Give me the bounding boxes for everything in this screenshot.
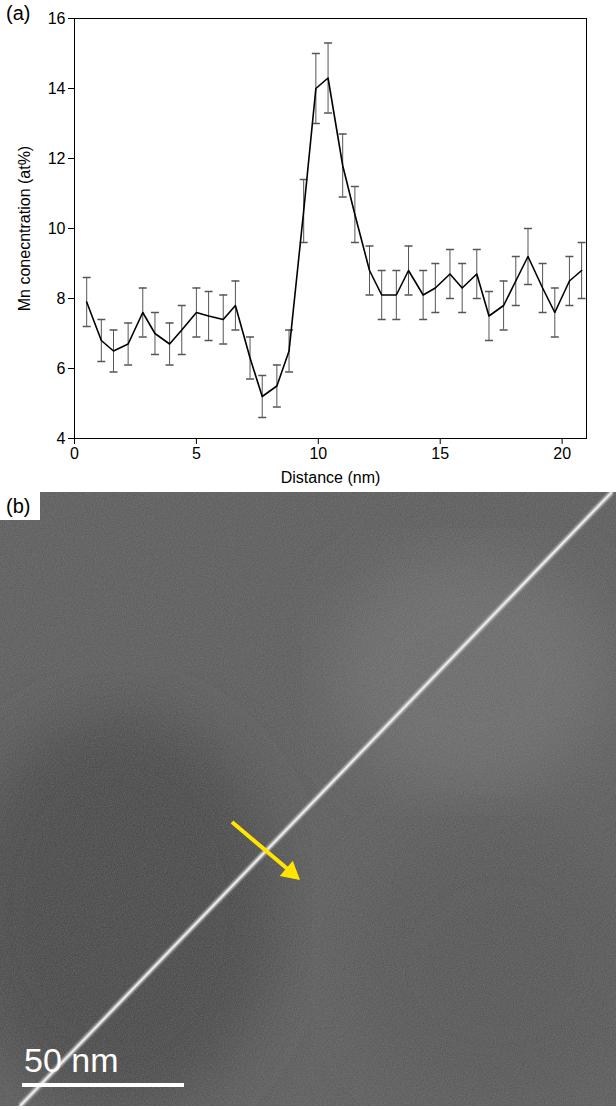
svg-text:(b): (b) xyxy=(6,495,30,517)
svg-text:10: 10 xyxy=(48,220,66,237)
svg-text:12: 12 xyxy=(48,150,66,167)
svg-text:16: 16 xyxy=(48,10,66,27)
svg-text:50 nm: 50 nm xyxy=(24,1041,119,1079)
svg-text:14: 14 xyxy=(48,80,66,97)
svg-text:20: 20 xyxy=(553,445,571,462)
svg-text:5: 5 xyxy=(192,445,201,462)
html-text:(a): (a) xyxy=(6,2,31,24)
svg-text:Distance (nm): Distance (nm) xyxy=(281,469,381,486)
svg-text:0: 0 xyxy=(70,445,79,462)
svg-text:4: 4 xyxy=(57,430,66,447)
svg-text:6: 6 xyxy=(57,360,66,377)
svg-text:10: 10 xyxy=(309,445,327,462)
svg-text:Mn conecntration (at%): Mn conecntration (at%) xyxy=(16,146,33,311)
svg-text:8: 8 xyxy=(57,290,66,307)
svg-text:15: 15 xyxy=(431,445,449,462)
